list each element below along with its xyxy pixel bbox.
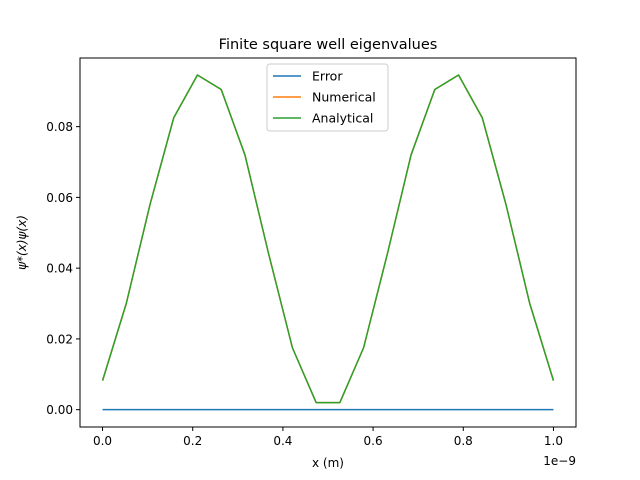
y-axis-label: ψ*(x)ψ(x) — [15, 215, 29, 270]
x-tick-label: 0.0 — [93, 434, 112, 448]
legend: Error Numerical Analytical — [266, 63, 389, 132]
y-tick-label: 0.06 — [46, 191, 73, 205]
x-tick-label: 0.8 — [454, 434, 473, 448]
y-tick-label: 0.04 — [46, 262, 73, 276]
x-axis: 0.0 0.2 0.4 0.6 0.8 1.0 — [93, 427, 563, 448]
legend-box — [266, 63, 389, 132]
y-tick-label: 0.08 — [46, 120, 73, 134]
series-line-analytical — [101, 74, 555, 404]
plot-frame — [79, 57, 577, 428]
x-axis-offset-label: 1e−9 — [543, 454, 576, 468]
chart-title: Finite square well eigenvalues — [219, 37, 438, 53]
legend-label-error: Error — [312, 69, 343, 84]
y-axis: 0.00 0.02 0.04 0.06 0.08 — [46, 120, 80, 417]
y-tick-label: 0.02 — [46, 332, 73, 346]
x-tick-label: 0.4 — [273, 434, 292, 448]
x-tick-label: 0.2 — [183, 434, 202, 448]
legend-label-analytical: Analytical — [312, 111, 373, 126]
series-layer — [101, 74, 555, 411]
x-axis-label: x (m) — [312, 456, 344, 470]
y-tick-label: 0.00 — [46, 403, 73, 417]
x-tick-label: 0.6 — [364, 434, 383, 448]
x-tick-label: 1.0 — [544, 434, 563, 448]
legend-label-numerical: Numerical — [312, 90, 376, 105]
